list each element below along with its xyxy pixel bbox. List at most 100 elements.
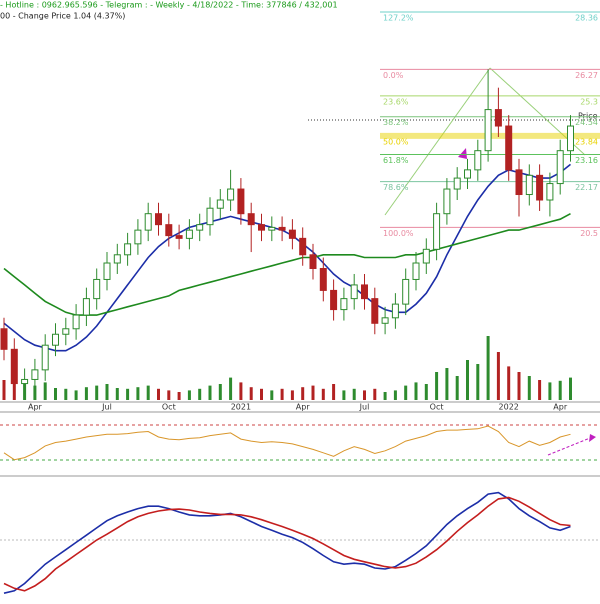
price-label: Price (578, 112, 598, 121)
arrow-head (458, 148, 467, 159)
candle-body (288, 229, 296, 239)
candle-body (350, 284, 358, 300)
candle-body (443, 188, 451, 215)
candle-body (391, 303, 399, 319)
volume-bar (352, 388, 356, 400)
fib-percent: 61.8% (383, 156, 409, 165)
candle-body (340, 298, 348, 311)
fib-percent: 0.0% (383, 71, 404, 80)
fib-price: 24.54 (575, 118, 598, 127)
fib-price: 26.27 (575, 71, 598, 80)
fib-percent: 100.0% (383, 229, 414, 238)
candle-body (247, 213, 255, 226)
x-tick-label: 2021 (231, 403, 251, 412)
fib-price: 22.17 (575, 183, 598, 192)
candle-body (567, 125, 574, 152)
volume-bar (95, 385, 99, 400)
volume-bar (527, 376, 531, 400)
rsi-line (3, 425, 571, 461)
x-tick-label: Jul (101, 403, 112, 412)
candle-body (371, 298, 379, 324)
candle-body (422, 248, 430, 264)
volume-bar (64, 388, 68, 400)
volume-bar (332, 384, 336, 400)
candle-body (93, 278, 101, 300)
volume-bar (363, 390, 366, 400)
volume-bar (2, 380, 6, 400)
candle-body (124, 243, 132, 256)
volume-bar (517, 372, 521, 400)
candle-body (381, 317, 389, 324)
fib-price: 23.16 (575, 156, 598, 165)
volume-bar (404, 385, 408, 400)
volume-bar (383, 392, 387, 400)
volume-bar (54, 388, 57, 400)
volume-bar (280, 388, 284, 400)
candle-body (402, 278, 410, 305)
candle-body (299, 237, 307, 256)
volume-bar (290, 390, 294, 400)
candle-body (134, 229, 142, 245)
x-tick-label: Oct (430, 403, 444, 412)
candle-body (10, 348, 18, 385)
volume-bar (435, 372, 439, 400)
volume-bar (167, 390, 171, 400)
volume-bar (496, 352, 500, 400)
volume-bar (476, 364, 480, 400)
volume-bar (84, 387, 88, 400)
candle-body (144, 213, 152, 231)
candle-body (185, 229, 193, 239)
x-tick-label: Jul (359, 403, 370, 412)
volume-bar (445, 368, 449, 400)
volume-bar (466, 360, 469, 400)
candle-body (258, 224, 265, 231)
volume-bar (115, 388, 119, 400)
fib-price: 20.5 (580, 229, 598, 238)
candle-body (536, 174, 544, 201)
volume-bar (105, 384, 109, 400)
fib-percent: 38.2% (383, 118, 409, 127)
volume-bar (229, 377, 233, 400)
candle-body (72, 314, 80, 330)
candle-body (556, 150, 564, 185)
candle-body (52, 333, 59, 346)
candle-body (31, 369, 39, 380)
fib-price: 25.3 (580, 97, 598, 106)
fib-percent: 78.6% (383, 183, 409, 192)
arrow (547, 437, 591, 456)
volume-bar (538, 380, 542, 400)
candle-body (206, 207, 214, 226)
volume-bar (548, 382, 552, 400)
candle-body (21, 378, 29, 385)
candle-body (546, 183, 554, 201)
candle-body (155, 213, 162, 226)
volume-bar (270, 390, 274, 400)
volume-bar (146, 385, 150, 400)
x-tick-label: Oct (162, 403, 176, 412)
volume-bar (455, 376, 459, 400)
candle-body (361, 284, 368, 300)
candle-body (433, 213, 441, 250)
volume-bar (373, 388, 377, 400)
volume-bar (342, 390, 346, 400)
candle-body (309, 254, 317, 269)
candle-body (175, 235, 183, 239)
volume-bar (177, 392, 181, 400)
x-tick-label: Apr (28, 403, 43, 412)
volume-bar (486, 336, 490, 400)
candle-body (216, 199, 224, 209)
candle-body (278, 226, 286, 231)
candle-body (41, 344, 49, 371)
volume-bar (208, 385, 212, 400)
trend-line (384, 67, 491, 216)
fib-percent: 23.6% (383, 97, 409, 106)
candle-body (525, 174, 533, 196)
candle-body (0, 328, 8, 350)
volume-bar (33, 385, 37, 400)
macd-line (3, 496, 571, 592)
volume-bar (321, 388, 325, 400)
volume-bar (74, 390, 78, 400)
candle-body (196, 224, 204, 231)
header-line: 00 - Change Price 1.04 (4.37%) (0, 12, 125, 21)
